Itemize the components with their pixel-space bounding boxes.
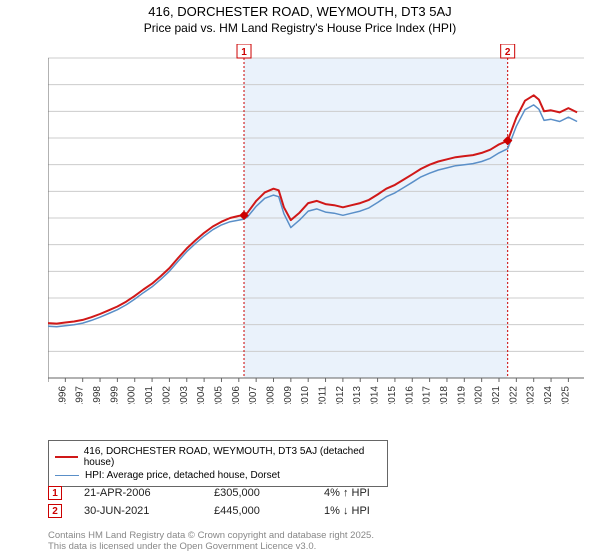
sale-diff: 1% ↓ HPI [324, 505, 434, 517]
x-tick-label: 2020 [474, 386, 485, 404]
x-tick-label: 2012 [335, 386, 346, 404]
x-tick-label: 2021 [491, 386, 502, 404]
x-tick-label: 2015 [387, 386, 398, 404]
x-tick-label: 2004 [196, 386, 207, 404]
sale-row: 1 21-APR-2006£305,0004% ↑ HPI [48, 484, 434, 502]
x-tick-label: 2010 [300, 386, 311, 404]
sale-price: £445,000 [214, 505, 324, 517]
x-tick-label: 2019 [456, 386, 467, 404]
x-tick-label: 1999 [109, 386, 120, 404]
sale-marker: 1 [48, 486, 62, 500]
x-tick-label: 2005 [213, 386, 224, 404]
legend-row: HPI: Average price, detached house, Dors… [55, 469, 381, 482]
x-tick-label: 2011 [318, 386, 329, 404]
x-tick-label: 2017 [422, 386, 433, 404]
x-tick-label: 2023 [526, 386, 537, 404]
chart-area: £0£50K£100K£150K£200K£250K£300K£350K£400… [48, 44, 584, 404]
legend-swatch [55, 475, 79, 476]
x-tick-label: 2013 [352, 386, 363, 404]
sales-table: 1 21-APR-2006£305,0004% ↑ HPI 2 30-JUN-2021… [48, 484, 434, 520]
marker-label: 1 [241, 47, 247, 58]
sale-date: 30-JUN-2021 [84, 505, 214, 517]
marker-label: 2 [505, 47, 511, 58]
x-tick-label: 2025 [560, 386, 571, 404]
legend-swatch [55, 456, 78, 458]
legend-label: 416, DORCHESTER ROAD, WEYMOUTH, DT3 5AJ … [84, 446, 381, 468]
x-tick-label: 2022 [508, 386, 519, 404]
x-tick-label: 2009 [283, 386, 294, 404]
x-tick-label: 2001 [144, 386, 155, 404]
sale-price: £305,000 [214, 487, 324, 499]
sale-date: 21-APR-2006 [84, 487, 214, 499]
legend-box: 416, DORCHESTER ROAD, WEYMOUTH, DT3 5AJ … [48, 440, 388, 487]
x-tick-label: 2003 [179, 386, 190, 404]
x-tick-label: 2000 [127, 386, 138, 404]
sale-row: 2 30-JUN-2021£445,0001% ↓ HPI [48, 502, 434, 520]
chart-subtitle: Price paid vs. HM Land Registry's House … [0, 21, 600, 37]
chart-svg: £0£50K£100K£150K£200K£250K£300K£350K£400… [48, 44, 584, 404]
x-tick-label: 2016 [404, 386, 415, 404]
x-tick-label: 1995 [48, 386, 51, 404]
legend-row: 416, DORCHESTER ROAD, WEYMOUTH, DT3 5AJ … [55, 445, 381, 469]
x-tick-label: 2002 [161, 386, 172, 404]
x-tick-label: 2024 [543, 386, 554, 404]
x-tick-label: 2014 [370, 386, 381, 404]
x-tick-label: 2018 [439, 386, 450, 404]
x-tick-label: 2007 [248, 386, 259, 404]
sale-marker: 2 [48, 504, 62, 518]
x-tick-label: 1997 [75, 386, 86, 404]
legend-label: HPI: Average price, detached house, Dors… [85, 470, 280, 481]
chart-container: 416, DORCHESTER ROAD, WEYMOUTH, DT3 5AJ … [0, 0, 600, 560]
x-tick-label: 2006 [231, 386, 242, 404]
title-block: 416, DORCHESTER ROAD, WEYMOUTH, DT3 5AJ … [0, 0, 600, 36]
sale-diff: 4% ↑ HPI [324, 487, 434, 499]
x-tick-label: 1996 [57, 386, 68, 404]
x-tick-label: 2008 [266, 386, 277, 404]
footer-attribution: Contains HM Land Registry data © Crown c… [48, 530, 374, 553]
footer-line-2: This data is licensed under the Open Gov… [48, 541, 374, 552]
chart-title: 416, DORCHESTER ROAD, WEYMOUTH, DT3 5AJ [0, 4, 600, 21]
footer-line-1: Contains HM Land Registry data © Crown c… [48, 530, 374, 541]
x-tick-label: 1998 [92, 386, 103, 404]
